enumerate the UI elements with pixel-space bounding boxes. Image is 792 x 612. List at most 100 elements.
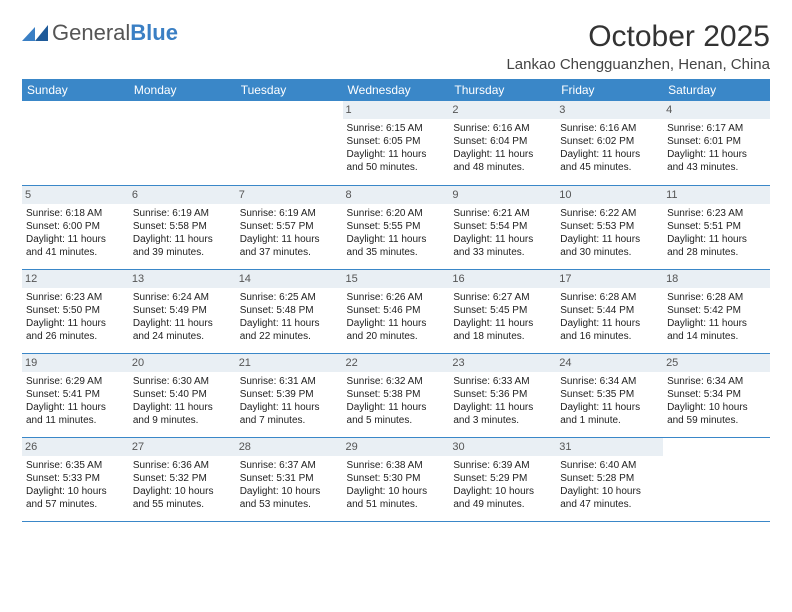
day-detail: Daylight: 11 hours	[667, 317, 766, 330]
month-title: October 2025	[506, 20, 770, 54]
day-detail: and 20 minutes.	[347, 330, 446, 343]
day-detail: Sunrise: 6:37 AM	[240, 459, 339, 472]
day-detail: Sunrise: 6:28 AM	[560, 291, 659, 304]
day-detail: Daylight: 10 hours	[667, 401, 766, 414]
week-row: 5Sunrise: 6:18 AMSunset: 6:00 PMDaylight…	[22, 185, 770, 269]
day-detail: and 7 minutes.	[240, 414, 339, 427]
logo-text: GeneralBlue	[52, 20, 178, 46]
day-number: 30	[449, 438, 556, 456]
day-cell: 18Sunrise: 6:28 AMSunset: 5:42 PMDayligh…	[663, 269, 770, 353]
day-detail: and 45 minutes.	[560, 161, 659, 174]
day-detail: Daylight: 11 hours	[26, 401, 125, 414]
day-number: 5	[22, 186, 129, 204]
day-detail: Daylight: 11 hours	[133, 401, 232, 414]
day-detail: and 49 minutes.	[453, 498, 552, 511]
day-number: 31	[556, 438, 663, 456]
day-detail: Sunrise: 6:27 AM	[453, 291, 552, 304]
day-detail: Sunset: 5:36 PM	[453, 388, 552, 401]
day-detail: Sunset: 5:46 PM	[347, 304, 446, 317]
day-detail: and 16 minutes.	[560, 330, 659, 343]
day-cell: 14Sunrise: 6:25 AMSunset: 5:48 PMDayligh…	[236, 269, 343, 353]
day-detail: Daylight: 11 hours	[133, 317, 232, 330]
day-cell: 12Sunrise: 6:23 AMSunset: 5:50 PMDayligh…	[22, 269, 129, 353]
header-right: October 2025 Lankao Chengguanzhen, Henan…	[506, 20, 770, 73]
day-detail: Daylight: 11 hours	[26, 317, 125, 330]
day-detail: and 50 minutes.	[347, 161, 446, 174]
day-detail: and 53 minutes.	[240, 498, 339, 511]
day-cell: 24Sunrise: 6:34 AMSunset: 5:35 PMDayligh…	[556, 353, 663, 437]
day-number: 17	[556, 270, 663, 288]
day-detail: Sunrise: 6:19 AM	[133, 207, 232, 220]
day-detail: Daylight: 11 hours	[347, 317, 446, 330]
day-cell: 29Sunrise: 6:38 AMSunset: 5:30 PMDayligh…	[343, 437, 450, 521]
dayname-sun: Sunday	[22, 79, 129, 101]
day-number: 13	[129, 270, 236, 288]
day-detail: and 1 minute.	[560, 414, 659, 427]
day-detail: Daylight: 10 hours	[133, 485, 232, 498]
day-detail: Daylight: 11 hours	[347, 233, 446, 246]
header: GeneralBlue October 2025 Lankao Chenggua…	[22, 20, 770, 73]
day-detail: Sunrise: 6:40 AM	[560, 459, 659, 472]
day-cell: 7Sunrise: 6:19 AMSunset: 5:57 PMDaylight…	[236, 185, 343, 269]
day-detail: Daylight: 11 hours	[26, 233, 125, 246]
day-number: 18	[663, 270, 770, 288]
day-number: 22	[343, 354, 450, 372]
day-detail: Sunrise: 6:29 AM	[26, 375, 125, 388]
logo-blue: Blue	[130, 20, 178, 45]
calendar-body: 1Sunrise: 6:15 AMSunset: 6:05 PMDaylight…	[22, 101, 770, 521]
day-detail: Sunset: 5:35 PM	[560, 388, 659, 401]
logo-general: General	[52, 20, 130, 45]
day-number: 4	[663, 101, 770, 119]
day-detail: Sunrise: 6:23 AM	[667, 207, 766, 220]
day-detail: Daylight: 11 hours	[560, 317, 659, 330]
day-number: 15	[343, 270, 450, 288]
day-detail: Daylight: 11 hours	[560, 401, 659, 414]
day-detail: Sunset: 5:48 PM	[240, 304, 339, 317]
day-number: 10	[556, 186, 663, 204]
day-cell: 31Sunrise: 6:40 AMSunset: 5:28 PMDayligh…	[556, 437, 663, 521]
day-detail: and 57 minutes.	[26, 498, 125, 511]
day-cell: 17Sunrise: 6:28 AMSunset: 5:44 PMDayligh…	[556, 269, 663, 353]
day-detail: Daylight: 11 hours	[453, 148, 552, 161]
day-detail: Sunset: 5:34 PM	[667, 388, 766, 401]
day-detail: Sunrise: 6:31 AM	[240, 375, 339, 388]
day-detail: Sunrise: 6:20 AM	[347, 207, 446, 220]
day-cell: 21Sunrise: 6:31 AMSunset: 5:39 PMDayligh…	[236, 353, 343, 437]
day-detail: Sunset: 5:45 PM	[453, 304, 552, 317]
day-detail: Daylight: 10 hours	[453, 485, 552, 498]
day-detail: Sunset: 5:54 PM	[453, 220, 552, 233]
day-number: 6	[129, 186, 236, 204]
day-detail: Sunrise: 6:24 AM	[133, 291, 232, 304]
day-detail: and 59 minutes.	[667, 414, 766, 427]
day-cell: 2Sunrise: 6:16 AMSunset: 6:04 PMDaylight…	[449, 101, 556, 185]
day-detail: Sunrise: 6:34 AM	[667, 375, 766, 388]
day-detail: Sunrise: 6:26 AM	[347, 291, 446, 304]
day-cell: 3Sunrise: 6:16 AMSunset: 6:02 PMDaylight…	[556, 101, 663, 185]
day-detail: and 37 minutes.	[240, 246, 339, 259]
day-detail: Daylight: 11 hours	[560, 148, 659, 161]
day-detail: and 43 minutes.	[667, 161, 766, 174]
day-number: 21	[236, 354, 343, 372]
day-detail: and 30 minutes.	[560, 246, 659, 259]
day-detail: Sunrise: 6:19 AM	[240, 207, 339, 220]
day-detail: Sunset: 5:40 PM	[133, 388, 232, 401]
day-detail: Sunset: 6:01 PM	[667, 135, 766, 148]
day-number: 29	[343, 438, 450, 456]
page-root: GeneralBlue October 2025 Lankao Chenggua…	[0, 0, 792, 542]
day-detail: Daylight: 11 hours	[667, 148, 766, 161]
day-cell: 20Sunrise: 6:30 AMSunset: 5:40 PMDayligh…	[129, 353, 236, 437]
day-number: 28	[236, 438, 343, 456]
day-cell: 23Sunrise: 6:33 AMSunset: 5:36 PMDayligh…	[449, 353, 556, 437]
day-detail: Sunset: 5:51 PM	[667, 220, 766, 233]
day-number: 26	[22, 438, 129, 456]
day-detail: Sunset: 5:32 PM	[133, 472, 232, 485]
location: Lankao Chengguanzhen, Henan, China	[506, 56, 770, 73]
day-detail: Sunset: 5:55 PM	[347, 220, 446, 233]
day-number: 3	[556, 101, 663, 119]
day-cell: 9Sunrise: 6:21 AMSunset: 5:54 PMDaylight…	[449, 185, 556, 269]
week-row: 19Sunrise: 6:29 AMSunset: 5:41 PMDayligh…	[22, 353, 770, 437]
day-number: 1	[343, 101, 450, 119]
day-cell	[22, 101, 129, 185]
day-cell	[236, 101, 343, 185]
day-detail: Daylight: 10 hours	[240, 485, 339, 498]
